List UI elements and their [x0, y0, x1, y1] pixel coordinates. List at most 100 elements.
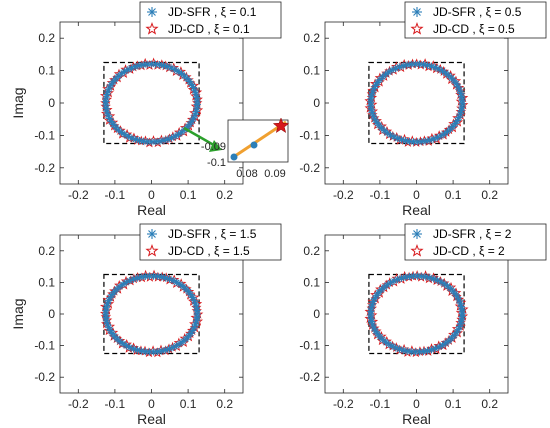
- legend-box: [139, 1, 282, 39]
- sfr-marker: [154, 347, 162, 356]
- sfr-marker: [193, 100, 201, 109]
- x-tick-label: 0.1: [445, 188, 462, 202]
- y-tick-label: 0.2: [38, 31, 55, 45]
- x-tick-label: -0.2: [68, 397, 89, 411]
- x-tick-label: 0.1: [180, 397, 197, 411]
- sfr-marker: [368, 317, 376, 326]
- x-tick-label: 0.1: [180, 188, 197, 202]
- legend-sfr-icon: [147, 229, 157, 239]
- inset-line: [231, 120, 287, 160]
- x-tick-label: -0.2: [333, 397, 354, 411]
- x-axis-label: Real: [402, 202, 431, 218]
- sfr-marker: [367, 105, 375, 113]
- sfr-marker: [141, 272, 149, 281]
- x-axis-label: Real: [137, 411, 166, 427]
- y-tick-label: 0.1: [303, 275, 320, 289]
- x-tick-label: 0.2: [481, 397, 498, 411]
- sfr-marker: [191, 111, 199, 119]
- legend-entry-cd: JD-CD , ξ = 1.5: [168, 244, 250, 258]
- legend-cd-icon: [145, 244, 159, 257]
- legend-entry-sfr: JD-SFR , ξ = 2: [433, 227, 512, 241]
- sfr-marker: [192, 303, 201, 311]
- x-tick-label: 0.2: [481, 188, 498, 202]
- legend: JD-SFR , ξ = 0.5 JD-CD , ξ = 0.5: [404, 1, 547, 39]
- legend-entry-cd: JD-CD , ξ = 2: [433, 244, 505, 258]
- legend-entry-sfr: JD-SFR , ξ = 0.5: [433, 5, 522, 19]
- eigenvalue-markers: [99, 269, 204, 358]
- x-axis-label: Real: [402, 411, 431, 427]
- y-tick-label: 0.1: [38, 64, 55, 78]
- sfr-marker: [139, 61, 147, 69]
- sfr-marker: [106, 293, 114, 302]
- y-tick-label: 0.1: [303, 64, 320, 78]
- axes-frame: [59, 234, 244, 394]
- sfr-marker: [458, 96, 466, 104]
- y-tick-label: 0: [48, 307, 55, 321]
- sfr-marker: [137, 347, 145, 355]
- sfr-marker: [372, 327, 380, 335]
- y-tick-label: -0.1: [299, 339, 320, 353]
- axes-frame: [324, 21, 509, 185]
- axes-frame: [59, 21, 244, 185]
- legend-box: [404, 1, 547, 39]
- cd-marker: [103, 114, 115, 125]
- panel-bottom-right: -0.2 -0.1 0 0.1 0.2 0.2 0.1 0 -0.1 -0.2 Real JD-SFR…: [299, 223, 547, 427]
- legend-entry-sfr: JD-SFR , ξ = 1.5: [168, 227, 257, 241]
- zoom-arrow-head: [209, 140, 222, 152]
- sfr-marker: [456, 299, 464, 307]
- y-tick-label: -0.1: [34, 339, 55, 353]
- x-tick-label: -0.1: [370, 397, 391, 411]
- legend: JD-SFR , ξ = 0.1 JD-CD , ξ = 0.1: [139, 1, 282, 39]
- sfr-marker: [135, 136, 144, 145]
- eigenvalue-markers: [364, 58, 469, 147]
- x-tick-label: 0.2: [216, 188, 233, 202]
- eigenvalue-markers: [99, 57, 204, 148]
- panel-bottom-left: -0.2 -0.1 0 0.1 0.2 0.2 0.1 0 -0.1 -0.2 Real Imag JD…: [10, 223, 282, 427]
- x-tick-label: -0.1: [370, 188, 391, 202]
- y-axis-label: Imag: [10, 298, 26, 329]
- y-tick-label: -0.2: [299, 161, 320, 175]
- zoom-inset: 0.08 0.09 -0.09 -0.1: [183, 117, 290, 180]
- inset-sfr-point: [230, 153, 238, 161]
- y-tick-label: 0.1: [38, 275, 55, 289]
- sfr-marker: [104, 87, 112, 95]
- sfr-marker: [159, 61, 168, 70]
- legend-sfr-icon: [412, 229, 422, 239]
- sfr-marker: [368, 301, 376, 309]
- y-tick-label: 0: [313, 96, 320, 110]
- inset-x-tick-label: 0.08: [236, 168, 257, 180]
- y-tick-label: -0.2: [34, 370, 55, 384]
- y-tick-label: 0: [313, 307, 320, 321]
- sfr-marker: [105, 84, 113, 92]
- y-tick-label: 0.2: [303, 31, 320, 45]
- x-tick-label: -0.2: [333, 188, 354, 202]
- legend-entry-sfr: JD-SFR , ξ = 0.1: [168, 5, 257, 19]
- sfr-marker: [411, 348, 420, 356]
- x-tick-label: 0: [148, 397, 155, 411]
- y-tick-label: 0: [48, 96, 55, 110]
- y-tick-label: -0.1: [299, 128, 320, 142]
- legend: JD-SFR , ξ = 2 JD-CD , ξ = 2: [404, 223, 547, 261]
- legend-sfr-icon: [147, 7, 157, 17]
- y-tick-label: 0.2: [38, 244, 55, 258]
- inset-cd-point: [272, 117, 290, 134]
- x-tick-label: -0.2: [68, 188, 89, 202]
- y-tick-label: -0.1: [34, 128, 55, 142]
- legend-cd-icon: [145, 22, 159, 35]
- inset-sfr-point: [250, 141, 258, 149]
- legend-box: [404, 223, 547, 261]
- panel-top-left: -0.2 -0.1 0 0.1 0.2 0.2 0.1 0 -0.1 -0.2 Real Imag JD…: [10, 1, 290, 218]
- inset-x-tick-label: 0.09: [264, 168, 285, 180]
- x-tick-label: 0: [413, 188, 420, 202]
- legend-box: [139, 223, 282, 261]
- x-tick-label: 0.2: [216, 397, 233, 411]
- x-tick-label: 0.1: [445, 397, 462, 411]
- axes-frame: [324, 234, 509, 394]
- inset-y-tick-label: -0.1: [207, 157, 226, 169]
- x-tick-label: -0.1: [105, 188, 126, 202]
- y-tick-label: 0.2: [303, 244, 320, 258]
- eigenvalue-markers: [364, 270, 469, 358]
- legend-cd-icon: [410, 22, 424, 35]
- x-axis-label: Real: [137, 202, 166, 218]
